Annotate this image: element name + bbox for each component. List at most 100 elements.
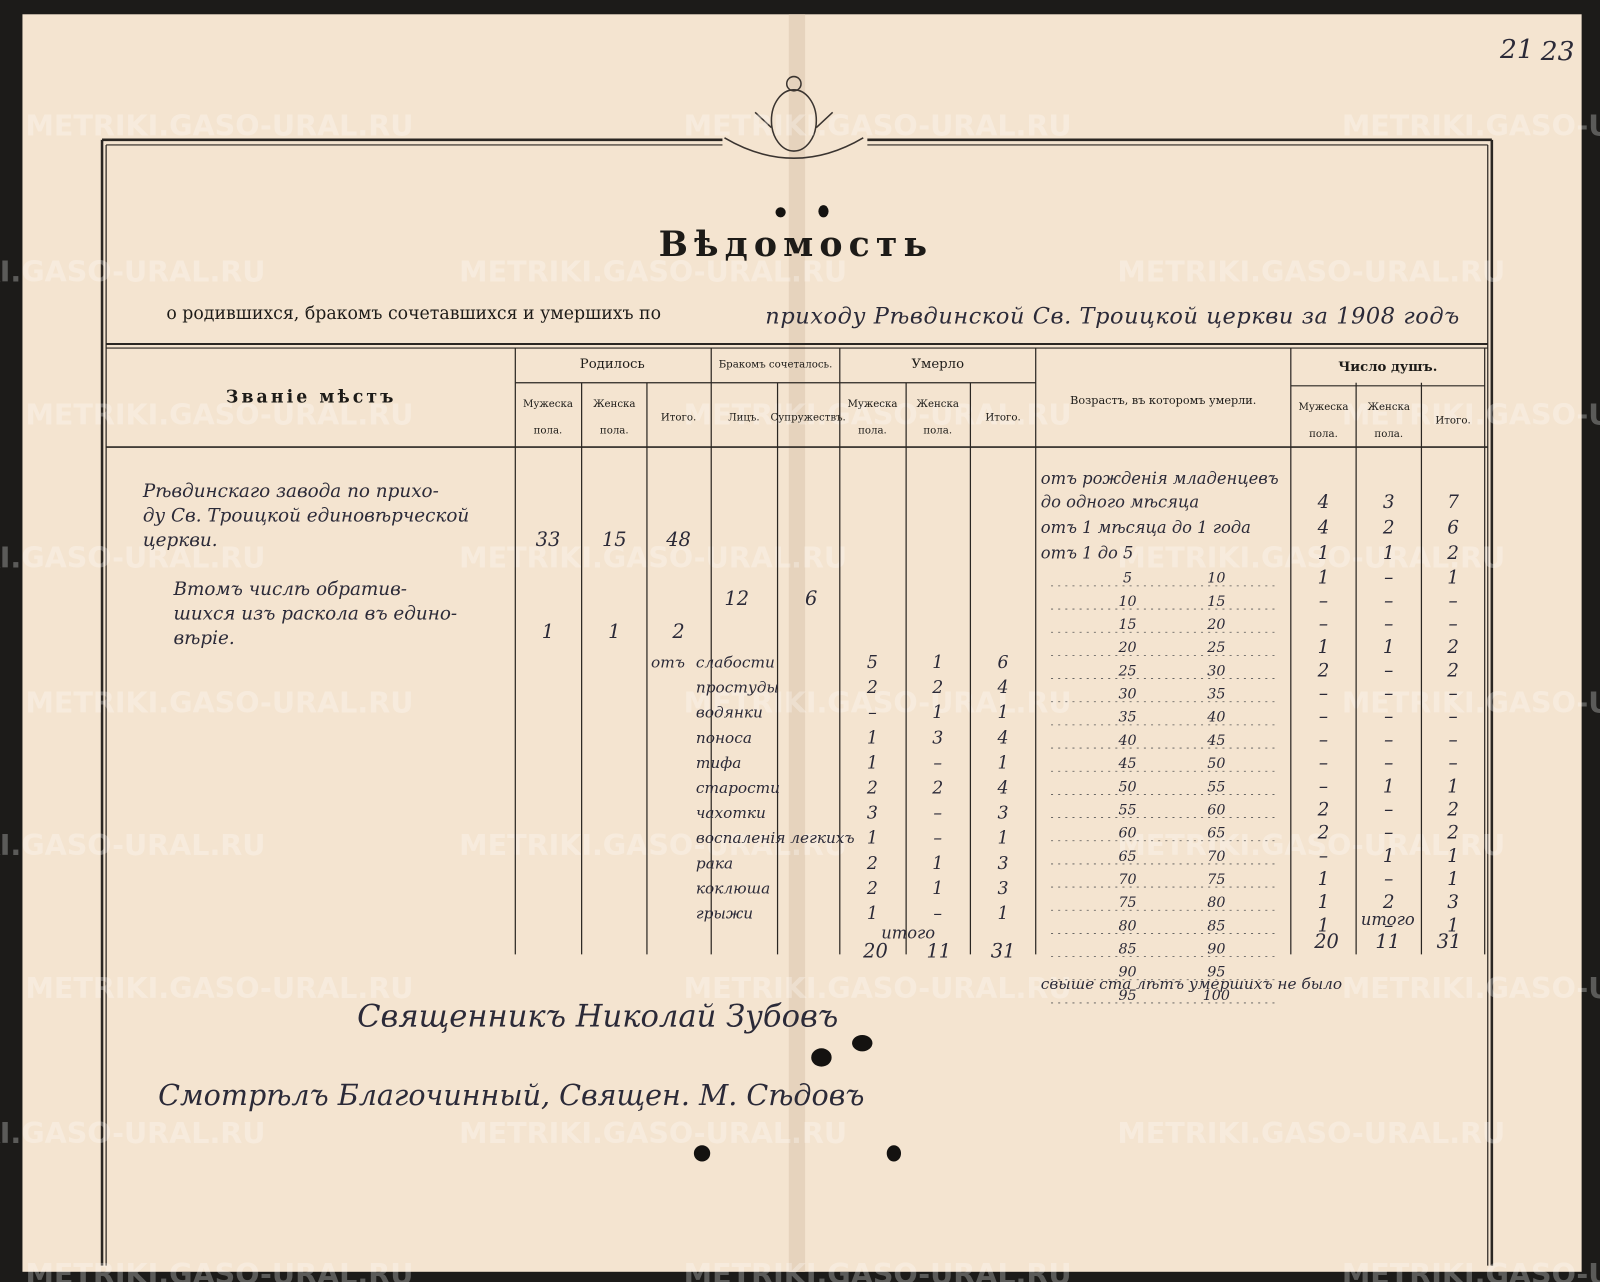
sub-header: Супружествъ. bbox=[771, 412, 846, 423]
cell: 2 bbox=[671, 620, 684, 643]
cell: 3 bbox=[867, 804, 878, 824]
watermark: METRIKI.GASO-URAL.RU bbox=[1342, 685, 1600, 719]
age-from: 40 bbox=[1117, 733, 1136, 749]
cell: – bbox=[1384, 823, 1393, 844]
cell: 1 bbox=[932, 854, 943, 874]
cell: 5 bbox=[867, 653, 878, 673]
age-to: 30 bbox=[1207, 663, 1225, 679]
age-from: 60 bbox=[1118, 826, 1136, 842]
age-label: отъ 1 мѣсяца до 1 года bbox=[1041, 518, 1251, 537]
watermarks: METRIKI.GASO-URAL.RU METRIKI.GASO-URAL.RU… bbox=[0, 109, 1600, 1282]
age-to: 35 bbox=[1207, 687, 1225, 703]
watermark: METRIKI.GASO-URAL.RU bbox=[459, 1116, 847, 1150]
cell: 1 bbox=[608, 620, 620, 643]
cell: 1 bbox=[1383, 776, 1395, 797]
age-from: 10 bbox=[1118, 594, 1136, 610]
cell: 7 bbox=[1447, 492, 1459, 513]
age-to: 20 bbox=[1206, 617, 1225, 633]
cell: 1 bbox=[932, 879, 943, 899]
sub-header: Женска bbox=[1368, 402, 1410, 413]
cell: 1 bbox=[1318, 915, 1330, 936]
cell: – bbox=[1384, 660, 1393, 681]
cell: 2 bbox=[1446, 543, 1459, 564]
cell: 1 bbox=[1447, 776, 1459, 797]
cell: 1 bbox=[1383, 846, 1395, 867]
cell: – bbox=[1384, 568, 1393, 589]
cell: 2 bbox=[866, 678, 878, 698]
cell: 1 bbox=[1447, 846, 1459, 867]
cell: – bbox=[933, 829, 942, 849]
table-body: Мужеска пола. Женска пола. Итого. Мужеска пола… bbox=[142, 348, 1471, 1004]
cell: 2 bbox=[1446, 637, 1459, 658]
cause: коклюша bbox=[696, 879, 770, 897]
cell: 2 bbox=[866, 879, 878, 899]
cell: 12 bbox=[724, 587, 749, 610]
watermark: METRIKI.GASO-URAL.RU bbox=[26, 397, 414, 431]
watermark: METRIKI.GASO-URAL.RU bbox=[1117, 1116, 1505, 1150]
header: Родилось bbox=[580, 357, 645, 372]
watermark: METRIKI.GASO-URAL.RU bbox=[459, 828, 847, 862]
watermark: METRIKI.GASO-URAL.RU bbox=[459, 255, 847, 289]
cell: 2 bbox=[866, 779, 878, 799]
cell: 2 bbox=[1317, 799, 1330, 820]
header: Число душъ. bbox=[1338, 360, 1437, 375]
cell: 2 bbox=[1382, 892, 1395, 913]
watermark: METRIKI.GASO-URAL.RU bbox=[0, 1116, 265, 1150]
cell: 6 bbox=[1447, 518, 1459, 539]
cell: 1 bbox=[1447, 869, 1459, 890]
cell: – bbox=[1319, 730, 1328, 751]
sub-header: пола. bbox=[600, 426, 629, 437]
age-from: 5 bbox=[1123, 571, 1132, 587]
age-from: 65 bbox=[1118, 849, 1136, 865]
age-label: отъ рожденія младенцевъ bbox=[1041, 469, 1279, 488]
sub-header: пола. bbox=[923, 426, 952, 437]
subtitle-printed: о родившихся, бракомъ сочетавшихся и уме… bbox=[166, 304, 661, 324]
cell: – bbox=[1319, 684, 1328, 705]
watermark: METRIKI.GASO-URAL.RU bbox=[0, 540, 265, 574]
cell: – bbox=[1384, 684, 1393, 705]
cell: 3 bbox=[1447, 892, 1459, 913]
ink-blots bbox=[693, 205, 902, 1162]
age-to: 55 bbox=[1207, 779, 1225, 795]
total-label: итого bbox=[1361, 910, 1415, 929]
age-to: 45 bbox=[1206, 733, 1225, 749]
cause: рака bbox=[696, 854, 733, 872]
cell: 1 bbox=[998, 753, 1009, 773]
age-from: 85 bbox=[1118, 941, 1136, 957]
age-to: 60 bbox=[1207, 802, 1225, 818]
cell: 2 bbox=[1382, 518, 1395, 539]
watermark: METRIKI.GASO-URAL.RU bbox=[1342, 397, 1600, 431]
cell: 2 bbox=[931, 779, 943, 799]
cell: 4 bbox=[997, 779, 1009, 799]
cell: – bbox=[1448, 730, 1457, 751]
age-from: 35 bbox=[1118, 710, 1136, 726]
age-from: 25 bbox=[1117, 663, 1136, 679]
cell: – bbox=[933, 904, 942, 924]
total-label: итого bbox=[881, 923, 935, 942]
cause: слабости bbox=[696, 653, 775, 671]
cell: 2 bbox=[866, 854, 878, 874]
cell: 1 bbox=[1447, 568, 1459, 589]
cell: 2 bbox=[1446, 823, 1459, 844]
place-text: церкви. bbox=[143, 530, 218, 551]
place-text: Втомъ числѣ обратив- bbox=[172, 579, 407, 600]
sub-header: Итого. bbox=[1435, 416, 1470, 427]
sub-header: Лицъ. bbox=[728, 412, 760, 423]
sub-header: Женска bbox=[593, 399, 635, 410]
note: свыше ста лѣтъ умершихъ не было bbox=[1041, 975, 1342, 993]
cell: 1 bbox=[1318, 543, 1330, 564]
watermark: METRIKI.GASO-URAL.RU bbox=[26, 109, 414, 143]
age-from: 45 bbox=[1117, 756, 1136, 772]
signature: Священникъ Николай Зубовъ bbox=[357, 1000, 838, 1035]
cell: 1 bbox=[998, 703, 1009, 723]
cell: – bbox=[1319, 591, 1328, 612]
age-to: 100 bbox=[1203, 988, 1230, 1004]
watermark: METRIKI.GASO-URAL.RU bbox=[1117, 540, 1505, 574]
watermark: METRIKI.GASO-URAL.RU bbox=[1342, 971, 1600, 1005]
cell: – bbox=[1448, 591, 1457, 612]
cell: 1 bbox=[932, 703, 943, 723]
sub-header: Мужеска bbox=[523, 399, 573, 410]
cell: 1 bbox=[1318, 892, 1330, 913]
watermark: METRIKI.GASO-URAL.RU bbox=[684, 1257, 1072, 1282]
